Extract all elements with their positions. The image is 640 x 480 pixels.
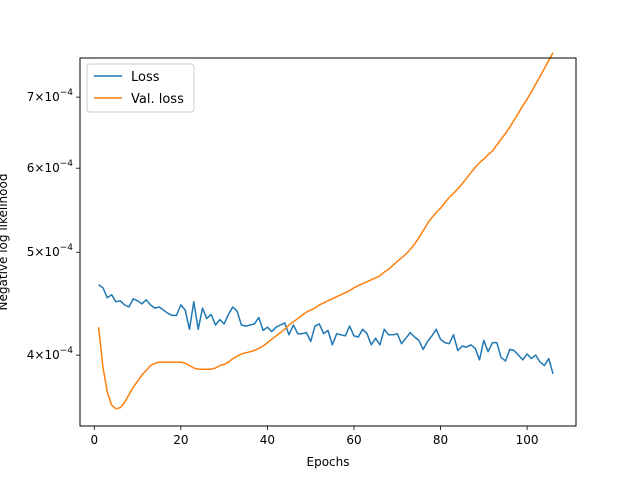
series-line-1 [97, 52, 554, 410]
y-tick-base: ×10 [34, 348, 59, 362]
y-tick-exponent: −4 [60, 346, 74, 356]
x-tick-label: 20 [173, 433, 188, 447]
y-tick-exponent: −4 [60, 159, 74, 169]
y-tick-base: ×10 [34, 161, 59, 175]
x-tick-label: 60 [346, 433, 361, 447]
plot-frame [79, 57, 577, 427]
y-tick-label: 4×10−4 [27, 346, 74, 362]
y-tick-exponent: −4 [60, 88, 74, 98]
series-layer [97, 52, 554, 410]
y-axis: 4×10−45×10−46×10−47×10−4 [27, 88, 80, 362]
y-tick-base: ×10 [34, 245, 59, 259]
x-tick-label: 80 [433, 433, 448, 447]
y-tick-base: ×10 [34, 90, 59, 104]
y-tick-label: 5×10−4 [27, 243, 74, 259]
y-axis-label: Negative log likelihood [0, 174, 10, 311]
y-tick-exponent: −4 [60, 243, 74, 253]
series-line-0 [98, 284, 554, 375]
x-tick-label: 40 [260, 433, 275, 447]
y-tick-mantissa: 5 [27, 245, 35, 259]
legend-label-0: Loss [131, 70, 160, 85]
x-axis: 0 20 40 60 80 100 [90, 426, 539, 447]
y-tick-mantissa: 7 [27, 90, 35, 104]
legend: Loss Val. loss [86, 63, 195, 113]
y-tick-label: 6×10−4 [27, 159, 74, 175]
y-tick-mantissa: 4 [27, 348, 35, 362]
y-tick-mantissa: 6 [27, 161, 35, 175]
x-tick-label: 100 [516, 433, 539, 447]
y-tick-label: 7×10−4 [27, 88, 74, 104]
legend-label-1: Val. loss [131, 92, 184, 107]
x-axis-label: Epochs [307, 455, 350, 469]
x-tick-label: 0 [90, 433, 98, 447]
